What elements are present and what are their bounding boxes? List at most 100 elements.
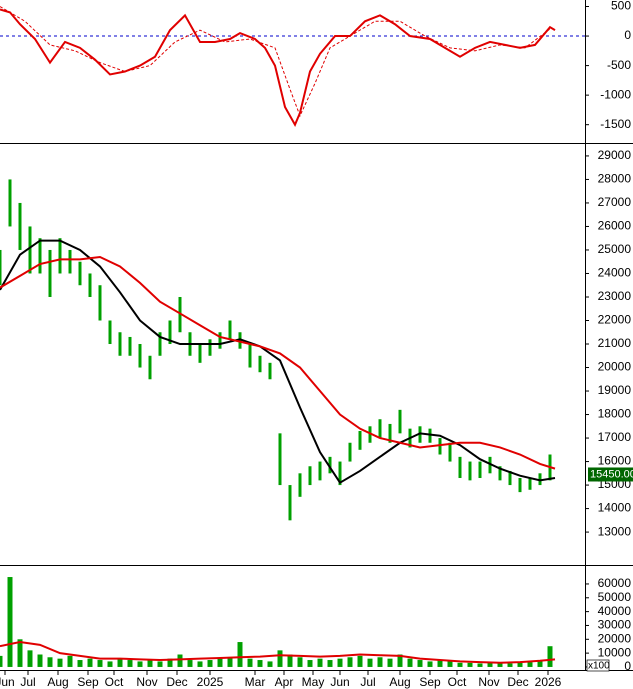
price-bar <box>0 249 2 286</box>
price-bar <box>78 261 82 286</box>
volume-bar <box>407 658 413 667</box>
y-tick-label: 19000 <box>598 383 632 397</box>
price-bar <box>368 426 372 443</box>
volume-bar <box>247 658 253 667</box>
price-bar <box>218 332 222 349</box>
price-bar <box>378 419 382 439</box>
volume-bar <box>537 660 543 667</box>
y-tick-label: 18000 <box>598 407 632 421</box>
volume-bar <box>427 661 433 667</box>
y-tick-label: 22000 <box>598 313 632 327</box>
volume-bar <box>507 663 513 667</box>
volume-bar <box>137 661 143 667</box>
y-tick-label: 29000 <box>598 148 632 162</box>
price-bar <box>328 456 332 474</box>
volume-bar <box>387 658 393 667</box>
volume-bar <box>327 660 333 667</box>
price-bar <box>388 423 392 443</box>
volume-bar <box>187 660 193 667</box>
volume-bar <box>227 657 233 667</box>
volume-bar <box>107 661 113 667</box>
volume-bar <box>337 658 343 667</box>
volume-bar <box>467 662 473 667</box>
y-tick-label: 24000 <box>598 266 632 280</box>
price-bar <box>458 456 462 479</box>
price-bar <box>158 332 162 356</box>
volume-bar <box>477 663 483 667</box>
price-bar <box>138 344 142 368</box>
price-bar <box>198 344 202 363</box>
price-bar <box>88 273 92 297</box>
price-bar <box>528 478 532 490</box>
last-price-label: 15450.00 <box>590 468 633 480</box>
price-bar <box>118 332 122 356</box>
price-bar <box>238 332 242 349</box>
y-tick-label: 0 <box>624 28 631 42</box>
y-tick-label: 28000 <box>598 172 632 186</box>
price-bar <box>128 336 132 356</box>
x-tick-label: Apr <box>275 675 294 689</box>
volume-bar <box>357 655 363 667</box>
y-tick-label: 0 <box>624 659 631 673</box>
price-bar <box>8 179 12 227</box>
price-bar <box>178 296 182 333</box>
x-tick-label: Mar <box>245 675 266 689</box>
y-tick-label: 13000 <box>598 524 632 538</box>
volume-bar <box>147 660 153 667</box>
price-bar <box>228 320 232 340</box>
volume-bar <box>217 658 223 667</box>
price-bar <box>38 238 42 274</box>
x-tick-label: Aug <box>47 675 68 689</box>
volume-bar <box>67 655 73 667</box>
y-tick-label: 21000 <box>598 336 632 350</box>
price-bar <box>58 238 62 274</box>
volume-bar <box>497 662 503 667</box>
line-series <box>0 8 556 127</box>
volume-bar <box>397 654 403 667</box>
volume-bar <box>487 662 493 667</box>
volume-bar <box>307 660 313 667</box>
x-tick-label: 2026 <box>535 675 562 689</box>
volume-bar <box>0 655 3 667</box>
volume-bar <box>257 660 263 667</box>
y-tick-label: 10000 <box>598 645 632 659</box>
price-bar <box>18 202 22 250</box>
volume-bar <box>127 660 133 667</box>
y-tick-label: 16000 <box>598 454 632 468</box>
volume-bar <box>237 642 243 667</box>
volume-bar <box>37 654 43 667</box>
volume-bar <box>277 650 283 667</box>
x-tick-label: Jun <box>0 675 15 689</box>
y-tick-label: 25000 <box>598 242 632 256</box>
y-tick-label: 26000 <box>598 219 632 233</box>
x-tick-label: Dec <box>507 675 528 689</box>
price-bar <box>208 339 212 356</box>
x-tick-label: 2025 <box>197 675 224 689</box>
price-bar <box>168 320 172 345</box>
volume-bar <box>157 661 163 667</box>
last-price-box <box>588 467 633 482</box>
unit-box <box>586 659 610 672</box>
y-tick-label: 20000 <box>598 631 632 645</box>
y-tick-label: 17000 <box>598 430 632 444</box>
y-tick-label: 60000 <box>598 576 632 590</box>
price-bar <box>538 473 542 486</box>
price-bar <box>28 226 32 274</box>
volume-bar <box>447 661 453 667</box>
volume-bar <box>17 639 23 667</box>
x-tick-label: May <box>302 675 325 689</box>
volume-bar <box>97 660 103 667</box>
y-tick-label: -1000 <box>600 87 631 101</box>
price-bar <box>298 473 302 497</box>
price-bar <box>428 428 432 443</box>
volume-bar <box>87 658 93 667</box>
volume-bar <box>167 658 173 667</box>
y-tick-label: 23000 <box>598 289 632 303</box>
price-bar <box>358 430 362 450</box>
line-series <box>0 6 551 118</box>
volume-bar <box>517 662 523 667</box>
price-bar <box>478 461 482 479</box>
volume-bar <box>457 662 463 667</box>
volume-bar <box>207 660 213 667</box>
